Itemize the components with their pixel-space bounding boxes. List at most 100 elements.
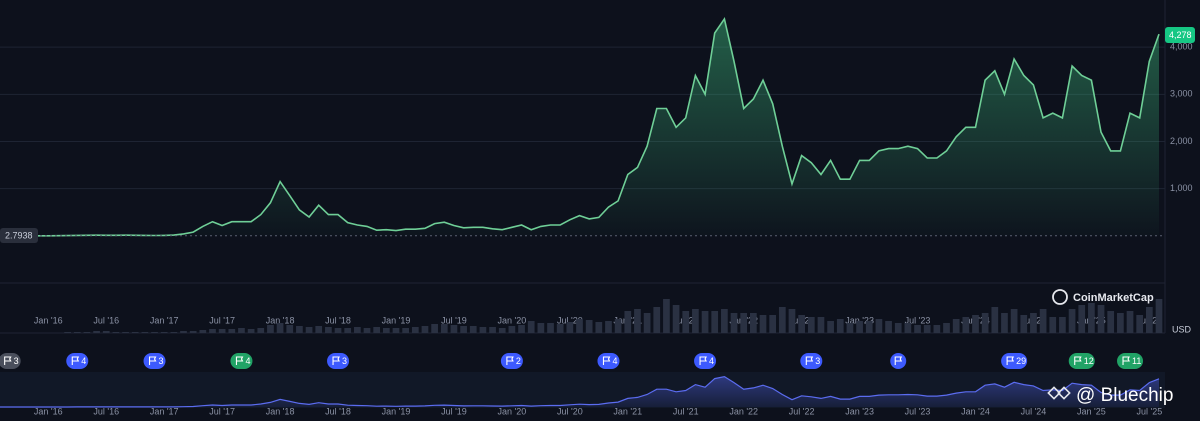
volume-bar	[431, 324, 438, 333]
volume-bar	[305, 327, 313, 333]
x-tick-label: Jul '20	[557, 315, 583, 325]
x-tick-label: Jan '23	[845, 315, 874, 325]
volume-bar	[209, 329, 216, 333]
volume-bar	[1010, 309, 1018, 333]
volume-bar	[624, 311, 632, 333]
volume-bar	[643, 313, 651, 333]
event-count[interactable]: 2	[516, 356, 521, 366]
event-count[interactable]: 4	[245, 356, 250, 366]
navigator-tick-label: Jul '18	[325, 406, 351, 416]
volume-bar	[1078, 305, 1086, 333]
volume-bar	[296, 326, 303, 333]
volume-bar	[769, 315, 777, 333]
volume-bar	[527, 321, 535, 333]
volume-bar	[450, 325, 458, 333]
volume-bar	[325, 327, 332, 333]
navigator-tick-label: Jul '25	[1136, 406, 1162, 416]
y-tick-label: 3,000	[1170, 89, 1193, 99]
volume-bar	[1145, 307, 1153, 333]
volume-bar	[556, 324, 564, 333]
volume-bar	[64, 332, 71, 333]
volume-bar	[479, 327, 487, 333]
x-tick-label: Jan '19	[382, 315, 411, 325]
event-count[interactable]: 3	[815, 356, 820, 366]
start-price-label: 2.7938	[5, 230, 33, 240]
volume-bar	[972, 315, 979, 333]
volume-bar	[740, 313, 748, 333]
volume-bar	[122, 332, 129, 333]
navigator-tick-label: Jul '24	[1021, 406, 1047, 416]
x-tick-label: Jul '16	[93, 315, 119, 325]
volume-bar	[354, 327, 361, 333]
volume-bar	[315, 326, 323, 333]
volume-bar	[1117, 313, 1124, 333]
event-icon	[894, 356, 903, 365]
volume-bar	[547, 323, 554, 333]
volume-bar	[1030, 313, 1037, 333]
volume-bar	[363, 328, 371, 333]
event-count[interactable]: 3	[159, 356, 164, 366]
volume-bar	[257, 328, 265, 333]
navigator-tick-label: Jul '19	[441, 406, 467, 416]
volume-bar	[933, 325, 941, 333]
volume-bar	[914, 325, 921, 333]
volume-bar	[151, 332, 158, 333]
navigator-tick-label: Jan '25	[1077, 406, 1106, 416]
volume-bar	[653, 307, 661, 333]
event-icon	[1006, 356, 1015, 365]
start-price-badge	[0, 228, 38, 243]
volume-bar	[1068, 309, 1076, 333]
volume-bar	[981, 313, 989, 333]
x-tick-label: Jan '17	[150, 315, 179, 325]
event-count[interactable]: 11	[1132, 356, 1141, 366]
volume-bar	[817, 317, 825, 333]
volume-bar	[170, 332, 178, 333]
event-icon	[805, 356, 814, 365]
volume-bar	[885, 321, 892, 333]
volume-bar	[83, 332, 91, 333]
y-tick-label: 1,000	[1170, 183, 1193, 193]
volume-bar	[865, 321, 873, 333]
event-count[interactable]: 4	[612, 356, 617, 366]
navigator-tick-label: Jul '22	[789, 406, 815, 416]
volume-bar	[663, 299, 670, 333]
event-count[interactable]: 3	[14, 356, 19, 366]
navigator-tick-label: Jul '23	[905, 406, 931, 416]
event-icon	[235, 356, 244, 365]
volume-bar	[943, 323, 950, 333]
event-count[interactable]: 3	[342, 356, 347, 366]
volume-bar	[286, 325, 294, 333]
event-icon	[1122, 356, 1130, 365]
x-tick-label: Jan '16	[34, 315, 63, 325]
volume-bar	[634, 309, 641, 333]
event-icon	[506, 356, 514, 365]
y-tick-label: 2,000	[1170, 136, 1193, 146]
volume-bar	[267, 325, 274, 333]
volume-bar	[247, 329, 255, 333]
volume-bar	[344, 328, 352, 333]
navigator-tick-label: Jul '20	[557, 406, 583, 416]
volume-bar	[730, 313, 738, 333]
navigator-tick-label: Jan '20	[498, 406, 527, 416]
volume-bar	[749, 313, 757, 333]
volume-bar	[73, 332, 81, 333]
volume-bar	[682, 311, 690, 333]
volume-bar	[836, 319, 844, 333]
volume-bar	[875, 319, 883, 333]
volume-bar	[440, 324, 448, 333]
volume-bar	[508, 326, 516, 333]
event-icon	[699, 356, 707, 365]
navigator-tick-label: Jan '22	[729, 406, 758, 416]
event-count[interactable]: 29	[1016, 356, 1026, 366]
volume-bar	[1039, 309, 1047, 333]
x-tick-label: Jul '17	[209, 315, 235, 325]
event-icon	[332, 356, 340, 365]
navigator-tick-label: Jan '17	[150, 406, 179, 416]
event-count[interactable]: 4	[81, 356, 86, 366]
event-count[interactable]: 4	[709, 356, 714, 366]
event-count[interactable]: 12	[1084, 356, 1094, 366]
volume-bar	[576, 319, 583, 333]
volume-bar	[93, 331, 100, 333]
x-tick-label: Jan '20	[498, 315, 527, 325]
